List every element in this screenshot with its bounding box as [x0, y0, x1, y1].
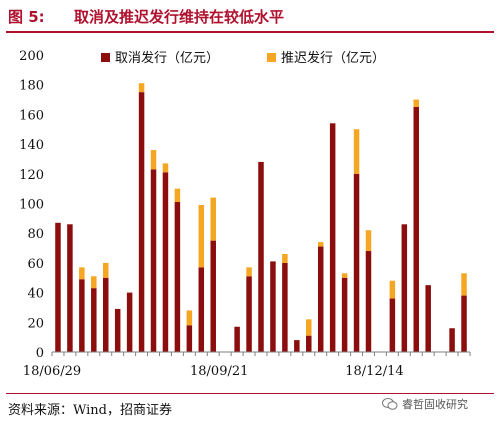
bar-delay	[174, 188, 181, 203]
y-tick-label: 0	[36, 346, 44, 361]
x-tick-label: 18/06/29	[23, 364, 81, 379]
bar-delay	[186, 310, 193, 326]
legend-cancel-swatch	[101, 53, 110, 62]
y-tick-label: 40	[27, 287, 44, 302]
bar-cancel	[234, 326, 240, 352]
figure-title-row: 图 5: 取消及推迟发行维持在较低水平	[6, 3, 494, 29]
bar-cancel	[126, 292, 133, 352]
bar-delay	[246, 267, 252, 277]
bar-cancel	[413, 106, 420, 352]
bar-delay	[365, 230, 372, 252]
figure-title: 取消及推迟发行维持在较低水平	[74, 8, 285, 26]
footer-divider	[6, 393, 494, 394]
x-tick-label: 18/12/14	[345, 364, 403, 379]
bar-delay	[91, 276, 97, 289]
bar-cancel	[150, 169, 157, 352]
legend-delay-label: 推迟发行（亿元）	[281, 50, 385, 66]
bar-cancel	[246, 276, 252, 352]
bar-cancel	[270, 261, 276, 352]
y-tick-label: 200	[19, 49, 44, 64]
bar-delay	[413, 99, 420, 107]
y-tick-label: 60	[27, 257, 44, 272]
bar-cancel	[365, 251, 372, 352]
bar-cancel	[162, 172, 169, 352]
bar-cancel	[461, 295, 467, 352]
bar-delay	[198, 204, 205, 268]
y-tick-label: 160	[19, 108, 44, 123]
bar-cancel	[401, 224, 408, 352]
bar-cancel	[55, 222, 61, 352]
bar-cancel	[210, 240, 216, 352]
x-tick-label: 18/09/21	[190, 364, 248, 379]
bar-delay	[306, 319, 312, 336]
bar-delay	[317, 242, 324, 247]
source-note: 资料来源：Wind，招商证券	[8, 403, 172, 418]
y-tick-label: 100	[19, 198, 44, 213]
bar-delay	[210, 197, 216, 241]
bar-cancel	[174, 202, 181, 352]
y-tick-label: 180	[19, 79, 44, 94]
bar-cancel	[138, 92, 145, 352]
wechat-icon	[382, 398, 398, 410]
bar-cancel	[282, 262, 288, 352]
bar-cancel	[449, 328, 455, 352]
bar-delay	[461, 273, 467, 296]
y-tick-label: 140	[19, 138, 44, 153]
bar-cancel	[67, 224, 73, 352]
bar-cancel	[306, 335, 312, 352]
bar-delay	[282, 253, 288, 263]
bar-cancel	[317, 246, 324, 352]
legend-delay-swatch	[267, 53, 276, 62]
bar-delay	[102, 262, 109, 278]
bar-cancel	[186, 325, 193, 352]
bar-cancel	[389, 298, 396, 352]
bar-delay	[138, 83, 145, 93]
bar-cancel	[198, 267, 205, 352]
bar-cancel	[114, 308, 121, 352]
legend-cancel-label: 取消发行（亿元）	[115, 50, 219, 66]
bar-cancel	[329, 123, 336, 352]
bar-cancel	[294, 340, 300, 352]
bar-cancel	[91, 288, 97, 352]
bar-chart: 0 20 40 60 80 100 120 140 160 180 200 18/06/29 18/09…	[19, 49, 471, 379]
bar-cancel	[425, 285, 431, 352]
bar-delay	[389, 280, 396, 299]
y-tick-label: 80	[27, 227, 44, 242]
watermark: 睿哲固收研究	[382, 396, 468, 412]
bar-cancel	[353, 173, 360, 352]
title-divider	[6, 31, 494, 33]
bar-cancel	[341, 277, 348, 352]
bar-delay	[79, 267, 85, 280]
bar-cancel	[79, 279, 85, 352]
bar-delay	[341, 273, 348, 278]
y-tick-label: 20	[27, 316, 44, 331]
bar-delay	[353, 129, 360, 174]
watermark-label: 睿哲固收研究	[402, 398, 468, 411]
bar-delay	[162, 163, 169, 173]
bar-cancel	[258, 161, 264, 352]
bar-delay	[150, 150, 157, 170]
bar-cancel	[102, 277, 109, 352]
figure-number: 图 5:	[8, 8, 45, 26]
y-tick-label: 120	[19, 168, 44, 183]
